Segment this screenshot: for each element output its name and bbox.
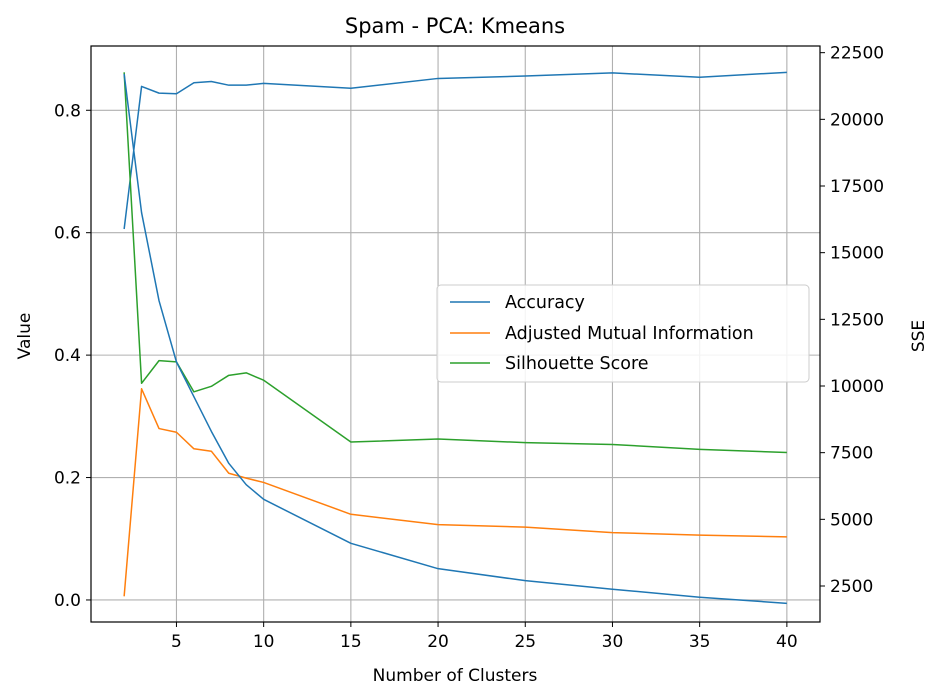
x-axis-title: Number of Clusters [373, 666, 538, 686]
legend-label-accuracy: Accuracy [505, 293, 585, 313]
plot-frame [90, 45, 821, 623]
y-tick-label: 0.8 [54, 101, 81, 121]
x-tick-label: 20 [427, 632, 449, 652]
x-axis: 5 10 15 20 25 30 35 40 [171, 622, 798, 652]
y-tick-label: 0.4 [54, 346, 81, 366]
y-axis-title: Value [15, 313, 35, 360]
y-tick-label: 0.2 [54, 469, 81, 489]
y-right-tick-label: 2500 [830, 577, 873, 597]
legend-label-silhouette: Silhouette Score [505, 354, 649, 374]
x-tick-label: 35 [689, 632, 711, 652]
y-right-tick-label: 10000 [830, 377, 884, 397]
y-right-tick-label: 7500 [830, 444, 873, 464]
y-tick-label: 0.0 [54, 591, 81, 611]
x-tick-label: 30 [602, 632, 624, 652]
y-axis-left: 0.0 0.2 0.4 0.6 0.8 [54, 101, 91, 611]
y-axis-right-title: SSE [909, 320, 929, 352]
y-axis-right: 2500 5000 7500 10000 12500 15000 17500 20000 225… [820, 44, 884, 597]
y-right-tick-label: 15000 [830, 244, 884, 264]
y-right-tick-label: 17500 [830, 177, 884, 197]
y-right-tick-label: 12500 [830, 310, 884, 330]
x-tick-label: 15 [340, 632, 362, 652]
series-line-ami [123, 388, 787, 597]
x-tick-label: 40 [776, 632, 798, 652]
y-right-tick-label: 20000 [830, 110, 884, 130]
chart-title: Spam - PCA: Kmeans [345, 14, 565, 38]
series-layer [123, 71, 787, 605]
x-tick-label: 5 [171, 632, 182, 652]
legend-label-ami: Adjusted Mutual Information [505, 324, 754, 344]
series-line-sse [123, 73, 787, 605]
series-line-accuracy [123, 71, 787, 230]
y-right-tick-label: 5000 [830, 510, 873, 530]
legend: Accuracy Adjusted Mutual Information Sil… [436, 284, 810, 383]
x-tick-label: 25 [514, 632, 536, 652]
legend-box [436, 284, 810, 383]
y-tick-label: 0.6 [54, 224, 81, 244]
x-tick-label: 10 [253, 632, 275, 652]
y-right-tick-label: 22500 [830, 44, 884, 64]
series-line-silhouette [123, 72, 787, 454]
